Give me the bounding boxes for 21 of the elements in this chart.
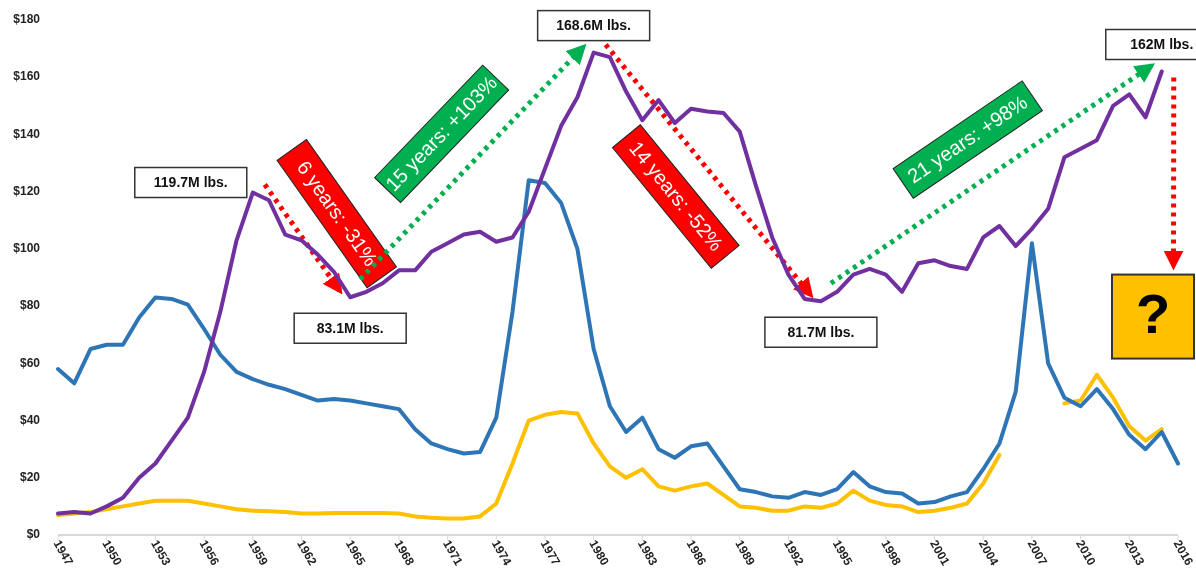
callout-box: 162M lbs. (1105, 28, 1196, 61)
annotation: 81.7M lbs. (787, 323, 855, 340)
y-tick-label: $60 (19, 355, 41, 370)
annotation: 83.1M lbs. (316, 319, 384, 336)
y-tick-label: $20 (19, 469, 41, 484)
y-tick-label: $80 (19, 298, 41, 313)
y-tick-label: $120 (13, 183, 41, 198)
annotation: 168.6M lbs. (556, 17, 631, 34)
y-tick-label: $40 (19, 412, 41, 427)
callout-box: 119.7M lbs. (134, 166, 248, 199)
y-tick-label: $180 (13, 12, 41, 27)
y-tick-label: $0 (26, 527, 41, 542)
callout-box: 168.6M lbs. (536, 9, 651, 42)
callout-box: 83.1M lbs. (293, 312, 407, 344)
y-tick-label: $160 (13, 69, 41, 84)
callout-box: 81.7M lbs. (764, 316, 878, 348)
annotation: ? (1135, 282, 1171, 346)
y-tick-label: $140 (13, 126, 41, 141)
annotation: 162M lbs. (1130, 36, 1194, 53)
annotation: 119.7M lbs. (153, 174, 228, 191)
y-tick-label: $100 (13, 241, 41, 256)
